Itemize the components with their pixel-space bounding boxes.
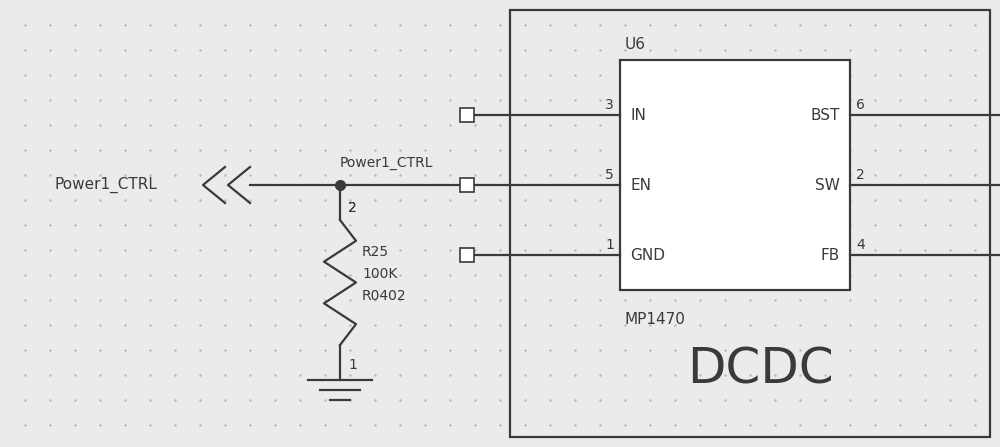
Text: R25: R25 [362,245,389,259]
Text: 100K: 100K [362,267,397,281]
Text: 2: 2 [348,201,357,215]
Bar [620,60,850,290]
Text: 5: 5 [605,168,614,182]
Text: 1: 1 [605,238,614,252]
Text: DCDC: DCDC [687,346,833,394]
Bar [460,248,474,262]
Text: 2: 2 [856,168,865,182]
Text: MP1470: MP1470 [625,312,686,327]
Text: 4: 4 [856,238,865,252]
Bar [460,178,474,192]
Text: U6: U6 [625,37,646,52]
Text: EN: EN [630,177,651,193]
Text: IN: IN [630,107,646,122]
Text: 1: 1 [348,358,357,372]
Text: 2: 2 [348,201,357,215]
Text: SW: SW [815,177,840,193]
Bar [510,10,990,437]
Text: Power1_CTRL: Power1_CTRL [55,177,158,193]
Text: 6: 6 [856,98,865,112]
Text: Power1_CTRL: Power1_CTRL [340,156,434,170]
Text: GND: GND [630,248,665,262]
Text: 3: 3 [605,98,614,112]
Bar [460,108,474,122]
Text: R0402: R0402 [362,289,407,303]
Text: BST: BST [811,107,840,122]
Text: FB: FB [821,248,840,262]
